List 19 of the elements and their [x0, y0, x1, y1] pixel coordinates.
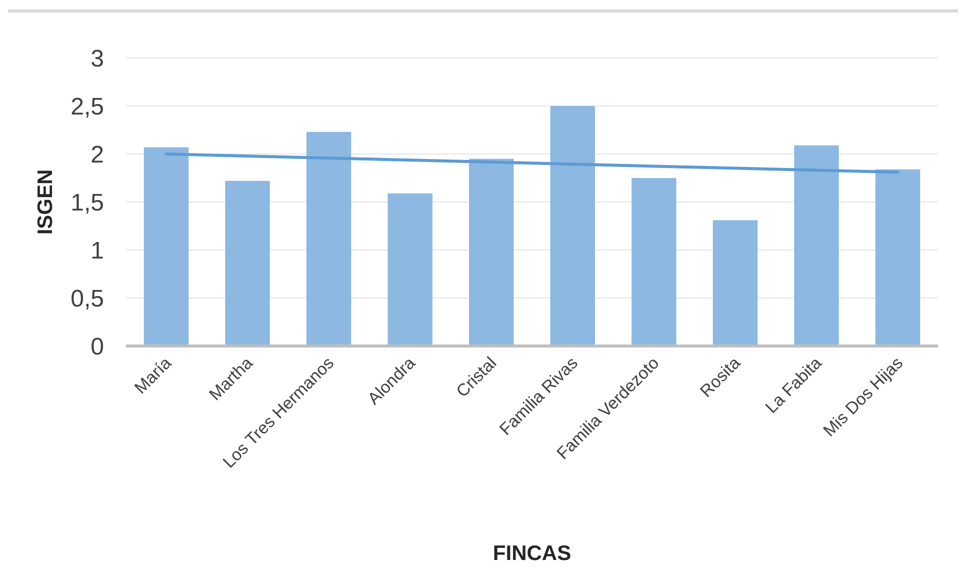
y-tick-label: 2: [90, 141, 104, 168]
bar: [388, 193, 432, 346]
bar: [875, 169, 920, 346]
y-tick-label: 0: [90, 333, 104, 360]
bar: [469, 158, 514, 346]
bar: [632, 178, 676, 346]
bar: [794, 145, 839, 346]
y-tick-label: 1: [90, 237, 104, 264]
y-tick-label: 2,5: [70, 93, 104, 120]
bar: [712, 220, 758, 346]
y-tick-label: 3: [90, 45, 104, 72]
x-axis-title: FINCAS: [492, 542, 572, 565]
bar: [306, 132, 352, 346]
bar: [550, 106, 595, 346]
y-axis-title: ISGEN: [34, 169, 57, 235]
bar: [144, 147, 189, 346]
y-tick-label: 1,5: [70, 189, 104, 216]
bar: [225, 180, 270, 346]
y-tick-label: 0,5: [70, 285, 104, 312]
